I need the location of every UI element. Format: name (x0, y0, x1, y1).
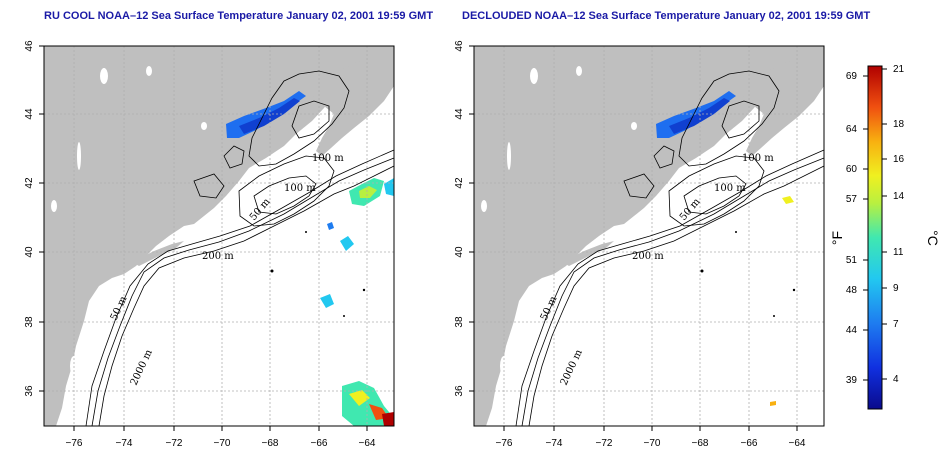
colorbar-f-tick-60: 60 (846, 164, 858, 175)
left-x-tick-68: −68 (262, 438, 279, 449)
colorbar-c-tick-14: 14 (893, 191, 905, 202)
right-x-tick-74: −74 (546, 438, 563, 449)
left-contour-label-100m-b: 100 m (284, 183, 316, 194)
left-contour-label-200m: 200 m (202, 251, 234, 262)
left-map-title: RU COOL NOAA–12 Sea Surface Temperature … (44, 10, 434, 22)
right-sst-patch (782, 196, 794, 204)
right-y-tick-36: 36 (454, 385, 465, 397)
colorbar-fahrenheit-label: °F (829, 231, 845, 245)
colorbar-c-tick-4: 4 (893, 374, 899, 385)
left-x-tick-74: −74 (116, 438, 133, 449)
colorbar-gradient (867, 65, 883, 410)
right-x-tick-70: −70 (644, 438, 661, 449)
colorbar-f-tick-57: 57 (846, 194, 858, 205)
left-map-panel: 100 m 100 m 50 m 200 m 50 m 2000 m −76 −… (24, 40, 395, 449)
colorbar-c-tick-11: 11 (893, 247, 904, 258)
right-y-tick-38: 38 (454, 316, 465, 328)
left-y-tick-42: 42 (24, 177, 35, 189)
right-contour-label-100m-a: 100 m (742, 153, 774, 164)
colorbar-c-tick-9: 9 (893, 283, 899, 294)
colorbar: 69 64 60 57 51 48 44 39 21 18 16 14 11 9… (829, 64, 941, 410)
left-y-tick-38: 38 (24, 316, 35, 328)
colorbar-c-tick-18: 18 (893, 119, 905, 130)
right-y-tick-44: 44 (454, 108, 465, 120)
right-x-tick-64: −64 (789, 438, 806, 449)
right-x-tick-76: −76 (496, 438, 513, 449)
right-x-tick-72: −72 (596, 438, 613, 449)
colorbar-f-tick-39: 39 (846, 375, 858, 386)
right-y-tick-40: 40 (454, 246, 465, 258)
left-y-tick-40: 40 (24, 246, 35, 258)
left-contour-label-100m-a: 100 m (312, 153, 344, 164)
right-map-panel: 100 m 100 m 50 m 200 m 50 m 2000 m −76 −… (454, 40, 825, 449)
right-x-tick-66: −66 (741, 438, 758, 449)
right-x-tick-68: −68 (692, 438, 709, 449)
colorbar-f-tick-69: 69 (846, 71, 858, 82)
right-y-tick-46: 46 (454, 40, 465, 52)
colorbar-c-tick-7: 7 (893, 319, 899, 330)
left-x-tick-66: −66 (311, 438, 328, 449)
colorbar-f-tick-48: 48 (846, 285, 858, 296)
right-y-tick-42: 42 (454, 177, 465, 189)
right-contour-label-100m-b: 100 m (714, 183, 746, 194)
left-x-tick-72: −72 (166, 438, 183, 449)
left-x-tick-64: −64 (359, 438, 376, 449)
colorbar-c-tick-16: 16 (893, 154, 905, 165)
left-x-tick-76: −76 (66, 438, 83, 449)
left-y-tick-44: 44 (24, 108, 35, 120)
colorbar-f-tick-44: 44 (846, 325, 858, 336)
left-x-tick-70: −70 (214, 438, 231, 449)
colorbar-c-tick-21: 21 (893, 64, 905, 75)
right-map-title: DECLOUDED NOAA–12 Sea Surface Temperatur… (462, 10, 871, 22)
colorbar-celsius-label: °C (925, 230, 941, 246)
left-y-tick-46: 46 (24, 40, 35, 52)
colorbar-f-tick-64: 64 (846, 124, 858, 135)
colorbar-f-tick-51: 51 (846, 255, 858, 266)
right-contour-label-200m: 200 m (632, 251, 664, 262)
left-y-tick-36: 36 (24, 385, 35, 397)
